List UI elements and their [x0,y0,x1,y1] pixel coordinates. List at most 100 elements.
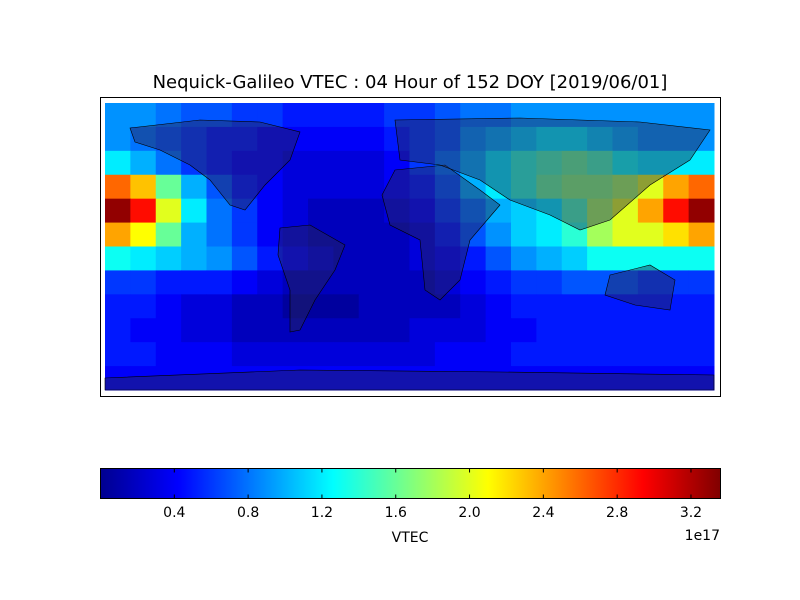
cell [130,222,157,247]
cell [612,222,639,247]
cell [409,342,436,367]
cell [409,103,436,128]
cell [637,318,664,343]
cell [460,246,487,271]
colorbar-tick-label: 2.4 [532,505,554,521]
cell [257,318,284,343]
cell [206,366,233,391]
cell [333,342,360,367]
cell [663,342,690,367]
cell [130,174,157,200]
cell [257,366,284,391]
cell [206,174,233,200]
cell [561,270,588,295]
cell [460,198,487,224]
cell [206,294,233,319]
cell [536,150,563,176]
cell [384,126,410,152]
cell [688,318,715,343]
cell [105,318,131,343]
cell [358,150,385,176]
cell [308,342,334,367]
cell [358,126,385,152]
cell [511,294,537,319]
cell [409,318,436,343]
cell [105,198,131,224]
australia [604,264,676,311]
cell [105,342,131,367]
cell [308,294,334,319]
cell [434,270,461,295]
cell [663,103,690,128]
cell [688,270,715,295]
cell [612,318,639,343]
cell [587,294,613,319]
cell [155,150,182,176]
cell [282,174,309,200]
cell [561,342,588,367]
cell [231,150,258,176]
cell [155,126,182,152]
cell [333,246,360,271]
cell [105,270,131,295]
cell [206,318,233,343]
antarctica [104,369,715,391]
cell [358,342,385,367]
cell [257,174,284,200]
colorbar-tick-label: 1.2 [311,505,333,521]
cell [155,174,182,200]
cell [130,318,157,343]
cell [637,342,664,367]
cell [688,246,715,271]
cell [282,318,309,343]
cell [257,198,284,224]
cell [511,198,537,224]
colorbar-tick-label: 1.6 [385,505,407,521]
cell [663,246,690,271]
cell [485,222,512,247]
colorbar-gradient [100,468,721,499]
cell [409,366,436,391]
cell [358,246,385,271]
cell [434,222,461,247]
cell [688,366,715,391]
cell [181,222,207,247]
cell [206,270,233,295]
cell [637,366,664,391]
cell [612,342,639,367]
cell [206,222,233,247]
cell [511,246,537,271]
cell [460,366,487,391]
cell [257,270,284,295]
cell [587,222,613,247]
cell [561,150,588,176]
cell [637,294,664,319]
cell [358,103,385,128]
cell [384,222,410,247]
cell [231,198,258,224]
cell [257,126,284,152]
cell [663,366,690,391]
cell [181,342,207,367]
cell [663,318,690,343]
cell [485,366,512,391]
cell [181,366,207,391]
cell [485,270,512,295]
cell [231,318,258,343]
cell [130,342,157,367]
cell [485,342,512,367]
cell [536,126,563,152]
cell [434,318,461,343]
cell [511,222,537,247]
colorbar-tick-label: 3.2 [680,505,702,521]
cell [663,294,690,319]
cell [485,103,512,128]
cell [612,198,639,224]
cell [587,174,613,200]
colorbar-tick-label: 2.0 [458,505,480,521]
eurasia [394,117,711,231]
cell [155,222,182,247]
cell [206,342,233,367]
cell [105,150,131,176]
